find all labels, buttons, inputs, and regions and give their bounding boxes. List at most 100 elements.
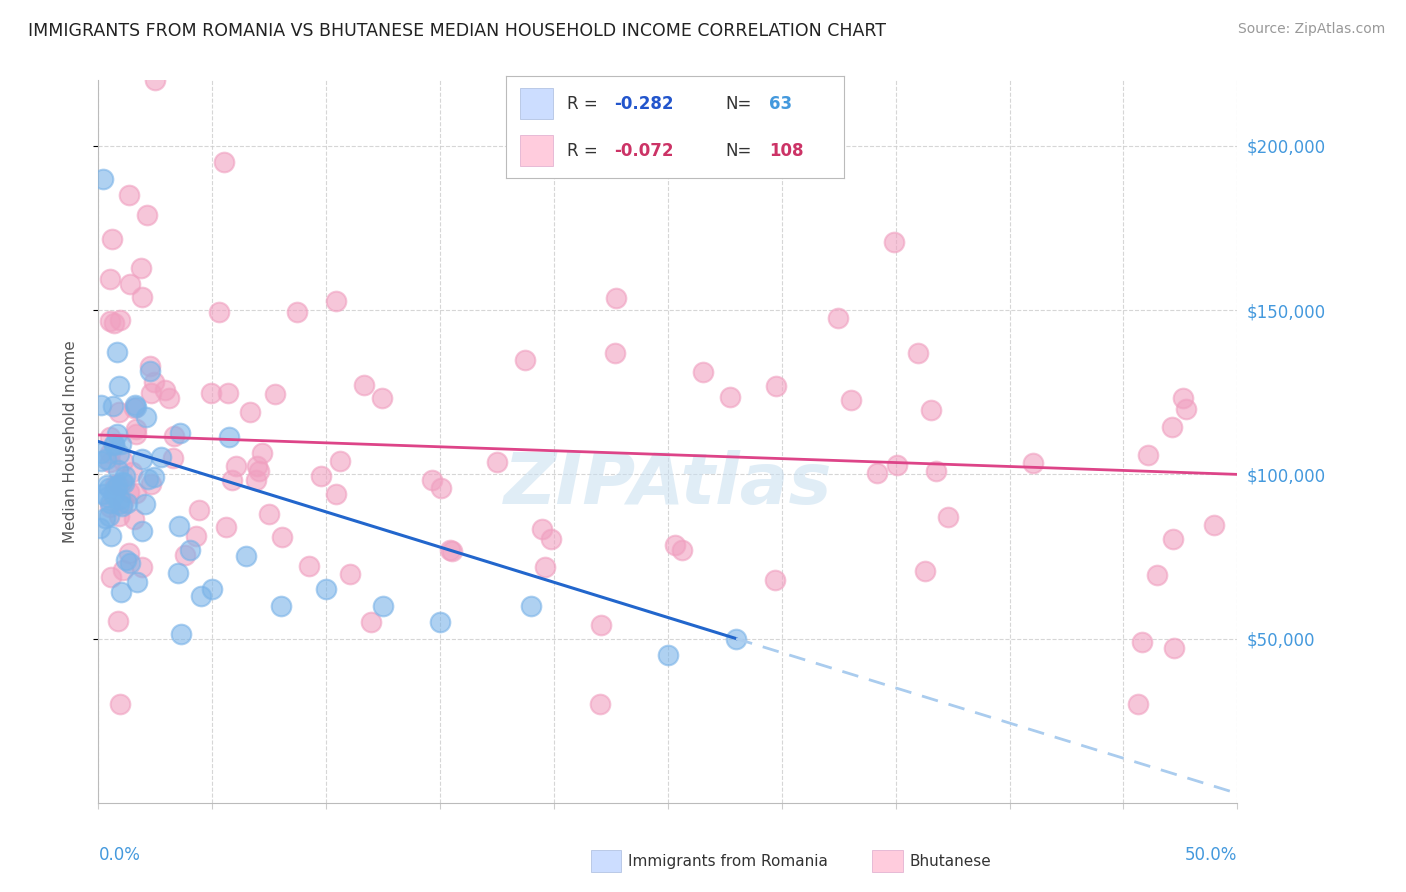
Point — [112, 563, 135, 577]
Point — [108, 447, 131, 461]
Point — [96, 478, 118, 492]
Point — [883, 235, 905, 249]
Y-axis label: Median Household Income: Median Household Income — [63, 340, 77, 543]
Text: Bhutanese: Bhutanese — [910, 854, 991, 869]
Point — [246, 458, 269, 473]
Point — [141, 477, 163, 491]
Point — [190, 589, 212, 603]
Point — [325, 294, 347, 309]
Text: R =: R = — [567, 142, 603, 160]
Point — [263, 386, 285, 401]
Point — [329, 454, 352, 468]
Point — [169, 627, 191, 641]
Point — [920, 402, 942, 417]
Bar — [520, 136, 554, 166]
Point — [114, 553, 136, 567]
Point — [100, 570, 122, 584]
Point — [163, 429, 186, 443]
Point — [315, 582, 337, 597]
Text: IMMIGRANTS FROM ROMANIA VS BHUTANESE MEDIAN HOUSEHOLD INCOME CORRELATION CHART: IMMIGRANTS FROM ROMANIA VS BHUTANESE MED… — [28, 22, 886, 40]
Point — [285, 305, 308, 319]
Point — [169, 426, 191, 441]
Point — [96, 490, 118, 504]
Point — [117, 485, 139, 500]
Point — [200, 386, 222, 401]
Point — [257, 507, 280, 521]
Point — [136, 208, 159, 222]
Point — [1175, 402, 1198, 417]
Point — [1163, 640, 1185, 655]
Point — [96, 452, 118, 467]
Point — [914, 565, 936, 579]
Point — [325, 487, 347, 501]
Point — [108, 492, 131, 507]
Point — [1130, 634, 1153, 648]
Point — [157, 391, 180, 405]
Point — [429, 615, 451, 630]
Point — [105, 344, 128, 359]
Point — [540, 532, 562, 546]
Point — [605, 291, 627, 305]
Point — [118, 556, 141, 570]
Point — [125, 401, 148, 415]
Text: 63: 63 — [769, 95, 793, 112]
Point — [134, 497, 156, 511]
Point — [90, 454, 112, 468]
Point — [173, 548, 195, 562]
Text: N=: N= — [725, 95, 752, 112]
Point — [886, 458, 908, 472]
Point — [486, 455, 509, 469]
Point — [153, 383, 176, 397]
Point — [127, 574, 149, 589]
Point — [98, 455, 121, 469]
Point — [108, 497, 131, 511]
Point — [339, 566, 361, 581]
Point — [215, 520, 238, 534]
Point — [239, 405, 262, 419]
Point — [98, 496, 121, 510]
Text: -0.072: -0.072 — [614, 142, 673, 160]
Point — [125, 426, 148, 441]
Text: N=: N= — [725, 142, 752, 160]
Point — [1128, 698, 1150, 712]
Point — [936, 510, 959, 524]
Point — [371, 599, 394, 613]
Point — [111, 500, 134, 514]
Point — [118, 187, 141, 202]
Point — [664, 538, 686, 552]
Point — [250, 446, 273, 460]
Point — [122, 511, 145, 525]
Point — [114, 468, 136, 483]
Point — [124, 422, 146, 436]
Point — [122, 401, 145, 416]
Text: -0.282: -0.282 — [614, 95, 673, 112]
Point — [1173, 391, 1195, 405]
Point — [169, 518, 191, 533]
Text: Immigrants from Romania: Immigrants from Romania — [628, 854, 828, 869]
Point — [107, 463, 129, 477]
Point — [90, 398, 112, 412]
Point — [924, 464, 946, 478]
Point — [1136, 448, 1159, 462]
Point — [101, 232, 124, 246]
Point — [907, 346, 929, 360]
Point — [108, 378, 131, 392]
Point — [103, 316, 125, 330]
Point — [98, 481, 121, 495]
Point — [218, 429, 240, 443]
Point — [104, 483, 127, 497]
Point — [108, 405, 131, 419]
Point — [1204, 518, 1226, 533]
Point — [108, 698, 131, 712]
Point — [430, 481, 453, 495]
Point — [89, 521, 111, 535]
Point — [217, 386, 239, 401]
Point — [725, 632, 748, 646]
Point — [110, 312, 132, 326]
Point — [112, 494, 135, 508]
Bar — [520, 88, 554, 119]
Point — [212, 155, 235, 169]
Point — [131, 452, 153, 467]
Point — [309, 468, 332, 483]
Point — [270, 599, 292, 613]
